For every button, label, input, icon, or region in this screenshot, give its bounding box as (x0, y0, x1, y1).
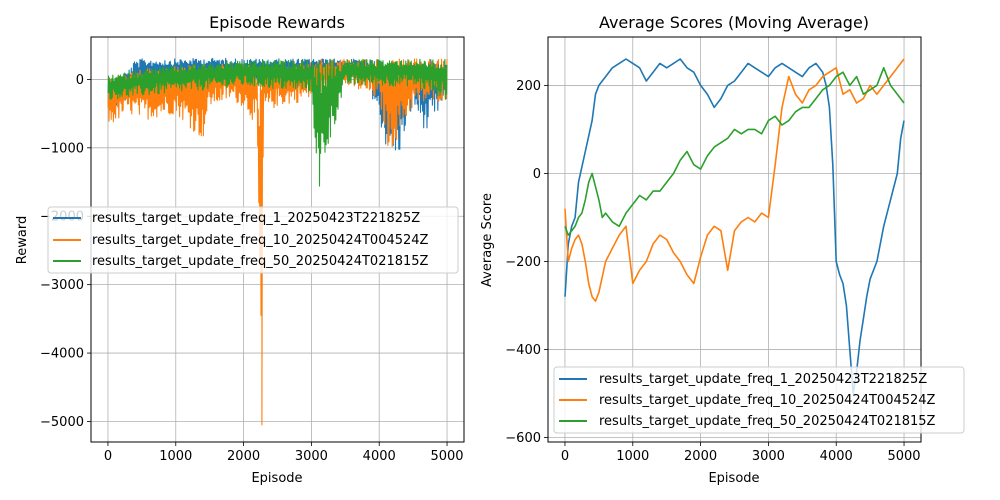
axes-frame (547, 36, 922, 443)
x-ticks: 0 1000 2000 3000 4000 5000 (561, 442, 921, 464)
x-tick-label: 1000 (616, 449, 649, 464)
x-tick-label: 0 (104, 449, 112, 464)
y-tick-label: −3000 (40, 278, 84, 293)
y-tick-label: −400 (505, 343, 541, 358)
x-tick-label: 5000 (430, 449, 463, 464)
y-tick-label: −5000 (40, 415, 84, 430)
y-tick-label: 0 (533, 167, 541, 182)
x-axis-label: Episode (251, 471, 302, 486)
x-tick-label: 1000 (159, 449, 192, 464)
y-tick-label: −1000 (40, 141, 84, 156)
y-ticks: 200 0 −200 −400 −600 (505, 79, 548, 446)
legend-entry: results_target_update_freq_10_20250424T0… (92, 233, 429, 248)
legend-entry: results_target_update_freq_10_20250424T0… (599, 393, 936, 408)
legend: results_target_update_freq_1_20250423T22… (47, 206, 459, 274)
series-group (107, 57, 448, 426)
y-tick-label: 200 (516, 79, 541, 94)
x-tick-label: 5000 (887, 449, 920, 464)
x-axis-label: Episode (708, 471, 759, 486)
legend-box (553, 366, 965, 434)
x-tick-label: 2000 (227, 449, 260, 464)
chart-title: Average Scores (Moving Average) (599, 13, 869, 32)
series-2-line (107, 58, 448, 426)
chart-title: Episode Rewards (209, 13, 345, 32)
x-tick-label: 3000 (295, 449, 328, 464)
legend-entry: results_target_update_freq_1_20250423T22… (599, 372, 927, 387)
x-ticks: 0 1000 2000 3000 4000 5000 (104, 442, 464, 464)
series-3-line (107, 58, 448, 187)
x-tick-label: 3000 (752, 449, 785, 464)
y-tick-label: −200 (505, 255, 541, 270)
legend-box (47, 206, 459, 274)
x-tick-label: 4000 (363, 449, 396, 464)
legend-entry: results_target_update_freq_50_20250424T0… (92, 254, 429, 269)
legend: results_target_update_freq_1_20250423T22… (553, 366, 965, 434)
average-scores-chart: 0 1000 2000 3000 4000 5000 2000−200−400−600 A… (480, 13, 965, 486)
x-tick-label: 4000 (820, 449, 853, 464)
series-3-line (564, 67, 905, 236)
series-2-line (564, 58, 905, 302)
y-tick-label: −4000 (40, 347, 84, 362)
x-tick-label: 2000 (684, 449, 717, 464)
y-axis-label: Average Score (480, 193, 495, 287)
y-tick-label: −600 (505, 431, 541, 446)
legend-entry: results_target_update_freq_50_20250424T0… (599, 414, 936, 429)
x-tick-label: 0 (561, 449, 569, 464)
y-axis-label: Reward (15, 216, 30, 264)
y-tick-label: 0 (76, 73, 84, 88)
legend-entry: results_target_update_freq_1_20250423T22… (92, 211, 420, 226)
